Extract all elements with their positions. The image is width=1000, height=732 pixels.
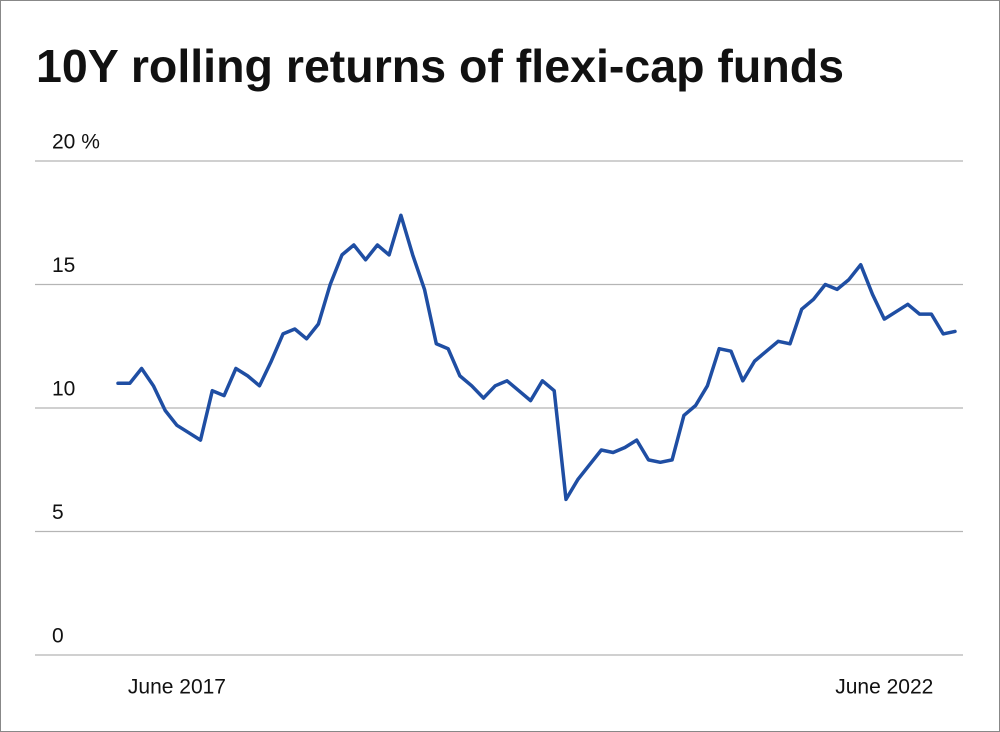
y-tick-label: 10 — [52, 378, 75, 401]
y-tick-label: 0 — [52, 625, 64, 648]
x-tick-label: June 2022 — [835, 676, 933, 699]
chart-title: 10Y rolling returns of flexi-cap funds — [36, 40, 844, 92]
y-tick-label: 15 — [52, 254, 75, 277]
y-tick-label: 5 — [52, 501, 64, 524]
y-tick-label: 20 % — [52, 131, 100, 154]
x-tick-label: June 2017 — [128, 676, 226, 699]
line — [116, 213, 957, 502]
